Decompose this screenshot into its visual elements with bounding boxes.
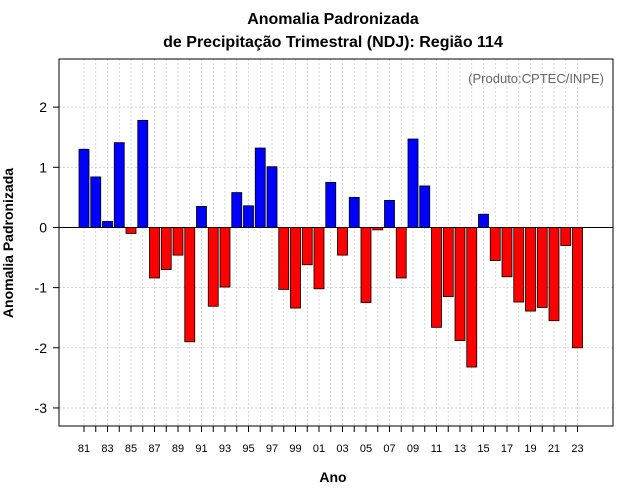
bar-13 [454, 227, 466, 341]
x-tick-label: 03 [336, 443, 348, 455]
bar-96 [254, 147, 266, 228]
bar-90 [184, 227, 196, 343]
bar-19 [525, 227, 536, 312]
x-tick-label: 09 [407, 443, 419, 455]
bar-22 [560, 227, 572, 246]
bar-10 [419, 185, 431, 228]
bar-95 [243, 205, 254, 228]
x-tick-label: 85 [125, 443, 137, 455]
x-tick-label: 01 [313, 443, 325, 455]
x-tick-label: 97 [266, 443, 278, 455]
y-tick-label: 1 [39, 159, 47, 175]
bar-98 [278, 227, 290, 290]
x-axis-label: Ano [319, 469, 346, 485]
bar-86 [137, 119, 149, 228]
bar-11 [431, 227, 442, 328]
bar-03 [337, 227, 348, 256]
bar-00 [301, 227, 313, 266]
bar-21 [548, 227, 560, 322]
y-axis-label: Anomalia Padronizada [0, 168, 16, 318]
bar-93 [219, 227, 231, 288]
bar-09 [407, 138, 419, 228]
bar-12 [442, 227, 454, 298]
bar-07 [384, 199, 395, 228]
y-tick-label: -1 [35, 280, 48, 296]
x-tick-label: 83 [101, 443, 113, 455]
bar-23 [572, 227, 583, 349]
x-tick-label: 17 [501, 443, 513, 455]
bar-81 [78, 148, 90, 228]
x-axis: 81 83 85 87 89 91 93 95 97 99 01 03 05 07 09 11 13 15 17 19… [78, 426, 584, 455]
bar-01 [313, 227, 325, 290]
bar-85 [125, 227, 137, 234]
bar-82 [90, 176, 102, 228]
x-tick-label: 13 [454, 443, 466, 455]
bar-97 [266, 166, 278, 228]
x-tick-label: 07 [383, 443, 395, 455]
x-tick-label: 05 [360, 443, 372, 455]
bar-04 [348, 196, 360, 228]
grid-lines [59, 59, 613, 426]
bar-87 [149, 227, 160, 279]
x-tick-label: 95 [242, 443, 254, 455]
bar-91 [196, 206, 207, 228]
credit-text: (Produto:CPTEC/INPE) [468, 71, 604, 86]
y-tick-label: 0 [39, 219, 47, 235]
x-tick-label: 99 [289, 443, 301, 455]
chart-title-line2: de Precipitação Trimestral (NDJ): Região… [163, 34, 503, 51]
x-tick-label: 15 [477, 443, 489, 455]
bar-14 [466, 227, 478, 368]
bar-16 [489, 227, 501, 261]
chart-title-line1: Anomalia Padronizada [247, 11, 419, 28]
bars [78, 119, 583, 368]
bar-94 [231, 192, 243, 228]
bar-88 [160, 227, 172, 270]
x-tick-label: 87 [148, 443, 160, 455]
bar-92 [207, 227, 219, 307]
x-tick-label: 93 [219, 443, 231, 455]
x-tick-label: 21 [548, 443, 560, 455]
bar-02 [325, 181, 337, 228]
x-tick-label: 23 [571, 443, 583, 455]
y-tick-label: -2 [35, 340, 48, 356]
x-tick-label: 91 [195, 443, 207, 455]
y-tick-label: 2 [39, 99, 47, 115]
bar-84 [113, 142, 125, 228]
bar-18 [513, 227, 525, 303]
bar-08 [395, 227, 407, 279]
y-tick-label: -3 [35, 400, 48, 416]
bar-83 [102, 221, 113, 228]
x-tick-label: 81 [78, 443, 90, 455]
bar-15 [478, 213, 489, 228]
bar-99 [290, 227, 301, 309]
x-tick-label: 11 [431, 443, 442, 455]
bar-89 [172, 227, 184, 256]
x-tick-label: 19 [524, 443, 536, 455]
bar-05 [360, 227, 372, 304]
bar-20 [536, 227, 548, 308]
y-axis: -3 -2 -1 0 1 2 [35, 99, 59, 416]
plot-frame [58, 58, 614, 427]
x-tick-label: 89 [172, 443, 184, 455]
bar-17 [501, 227, 513, 278]
bar-06 [372, 227, 384, 231]
